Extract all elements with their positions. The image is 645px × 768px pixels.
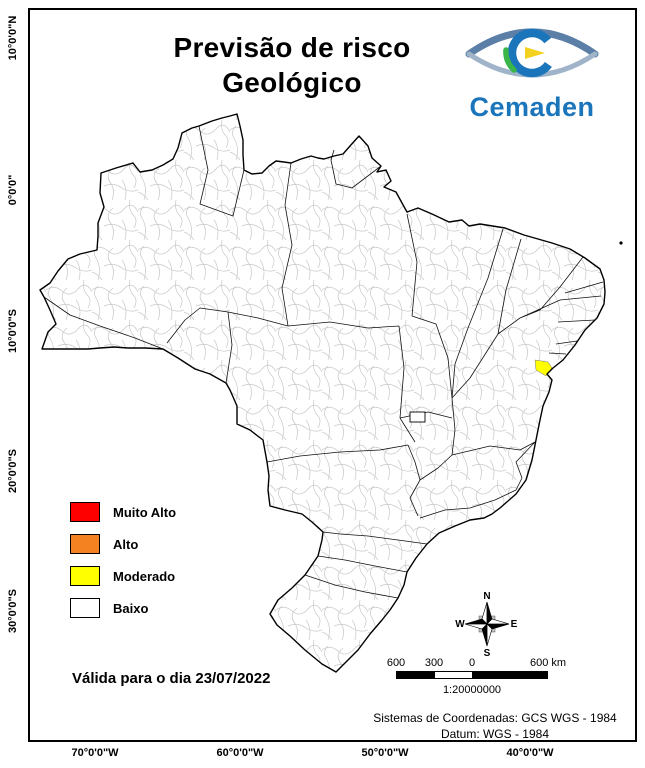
scale-ratio: 1:20000000	[442, 684, 502, 696]
cemaden-logo: Cemaden	[446, 20, 618, 123]
legend-label: Moderado	[113, 568, 176, 584]
lat-label: 0°0'0"	[7, 174, 19, 206]
scale-label: 600 km	[529, 657, 567, 669]
scale-segment	[472, 672, 547, 678]
compass-s: S	[484, 648, 491, 658]
cemaden-eye-icon	[465, 28, 599, 78]
legend-swatch-alto	[70, 534, 100, 554]
scale-bar-graphic	[396, 671, 548, 679]
lat-label: 10°0'0"N	[7, 15, 19, 61]
scale-segment	[434, 672, 472, 678]
map-frame	[28, 8, 637, 742]
legend-swatch-baixo	[70, 598, 100, 618]
coord-note-line-1: Sistemas de Coordenadas: GCS WGS - 1984	[373, 711, 617, 725]
federal-district-marker	[409, 411, 426, 423]
legend-label: Alto	[113, 536, 139, 552]
page-title: Previsão de risco Geológico	[142, 30, 442, 100]
coordinate-system-notes: Sistemas de Coordenadas: GCS WGS - 1984 …	[355, 711, 635, 742]
scale-label: 0	[468, 657, 476, 669]
legend-item-alto: Alto	[70, 534, 176, 554]
title-line-1: Previsão de risco	[173, 32, 411, 63]
lon-label: 70°0'0"W	[71, 747, 119, 759]
lon-label: 40°0'0"W	[506, 747, 554, 759]
scale-segment	[397, 672, 435, 678]
cemaden-wordmark: Cemaden	[469, 92, 595, 122]
lat-label: 30°0'0"S	[7, 588, 19, 634]
validity-date: Válida para o dia 23/07/2022	[72, 670, 271, 687]
legend-swatch-moderado	[70, 566, 100, 586]
lon-label: 50°0'0"W	[361, 747, 409, 759]
risk-legend: Muito Alto Alto Moderado Baixo	[70, 502, 176, 630]
legend-item-baixo: Baixo	[70, 598, 176, 618]
scale-label: 600	[386, 657, 406, 669]
lat-label: 10°0'0"S	[7, 308, 19, 354]
lat-label: 20°0'0"S	[7, 448, 19, 494]
compass-w: W	[455, 619, 465, 630]
compass-rose-icon: N W E S	[455, 591, 518, 658]
legend-label: Muito Alto	[113, 504, 177, 520]
state-boundaries	[43, 125, 604, 599]
title-line-2: Geológico	[222, 67, 362, 98]
scale-bar: 600 300 0 600 km 1:20000000	[387, 657, 566, 699]
legend-item-muito-alto: Muito Alto	[70, 502, 176, 522]
compass-n: N	[483, 591, 490, 602]
legend-label: Baixo	[113, 600, 149, 616]
lon-label: 60°0'0"W	[216, 747, 264, 759]
coord-note-line-2: Datum: WGS - 1984	[440, 726, 550, 741]
island-marker	[619, 241, 623, 245]
compass-e: E	[511, 619, 518, 630]
legend-swatch-muito-alto	[70, 502, 100, 522]
scale-label: 300	[424, 657, 444, 669]
legend-item-moderado: Moderado	[70, 566, 176, 586]
